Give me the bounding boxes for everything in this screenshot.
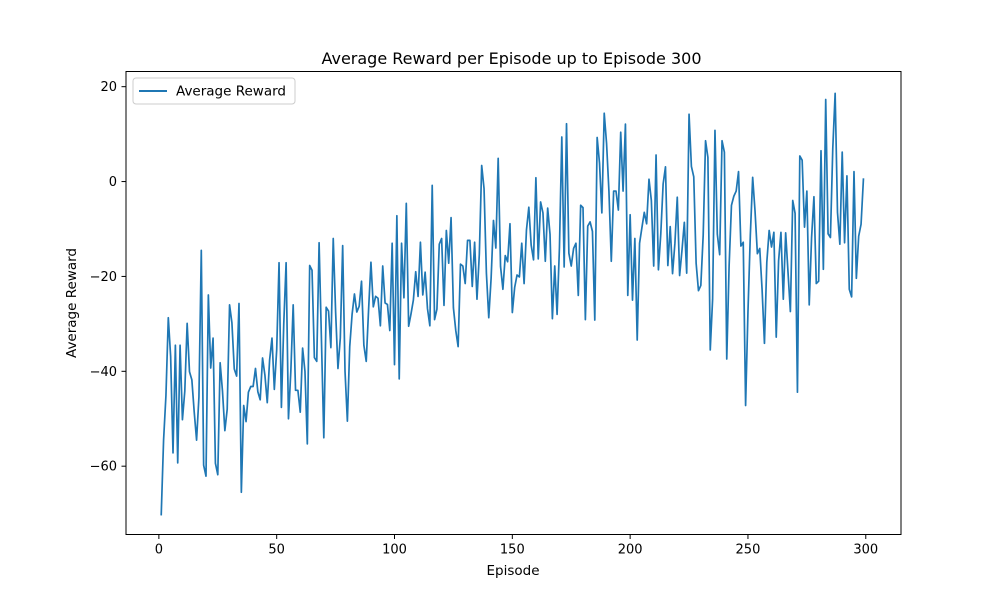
plot-frame <box>125 71 902 535</box>
x-tick-label: 0 <box>155 543 163 558</box>
x-tick-label: 50 <box>268 543 285 558</box>
x-axis: 0 50 100 150 200 250 300 <box>155 534 878 558</box>
x-tick-label: 300 <box>853 543 878 558</box>
y-tick-label: 20 <box>100 80 117 95</box>
x-tick-label: 200 <box>618 543 643 558</box>
legend: Average Reward <box>132 77 296 105</box>
y-tick-label: 0 <box>109 175 117 190</box>
x-tick-label: 150 <box>500 543 525 558</box>
y-tick-label: −60 <box>90 460 117 475</box>
series-line-0 <box>160 92 865 516</box>
series-layer <box>160 92 865 516</box>
y-tick-label: −20 <box>90 270 117 285</box>
y-axis-title: Average Reward <box>64 248 80 358</box>
x-axis-title: Episode <box>486 563 539 579</box>
legend-box <box>132 77 296 105</box>
x-tick-label: 250 <box>736 543 761 558</box>
x-tick-label: 100 <box>382 543 407 558</box>
chart-title: Average Reward per Episode up to Episode… <box>321 49 701 68</box>
y-tick-label: −40 <box>90 365 117 380</box>
legend-label: Average Reward <box>176 84 286 100</box>
y-axis: −60 −40 −20 0 20 <box>90 80 126 475</box>
